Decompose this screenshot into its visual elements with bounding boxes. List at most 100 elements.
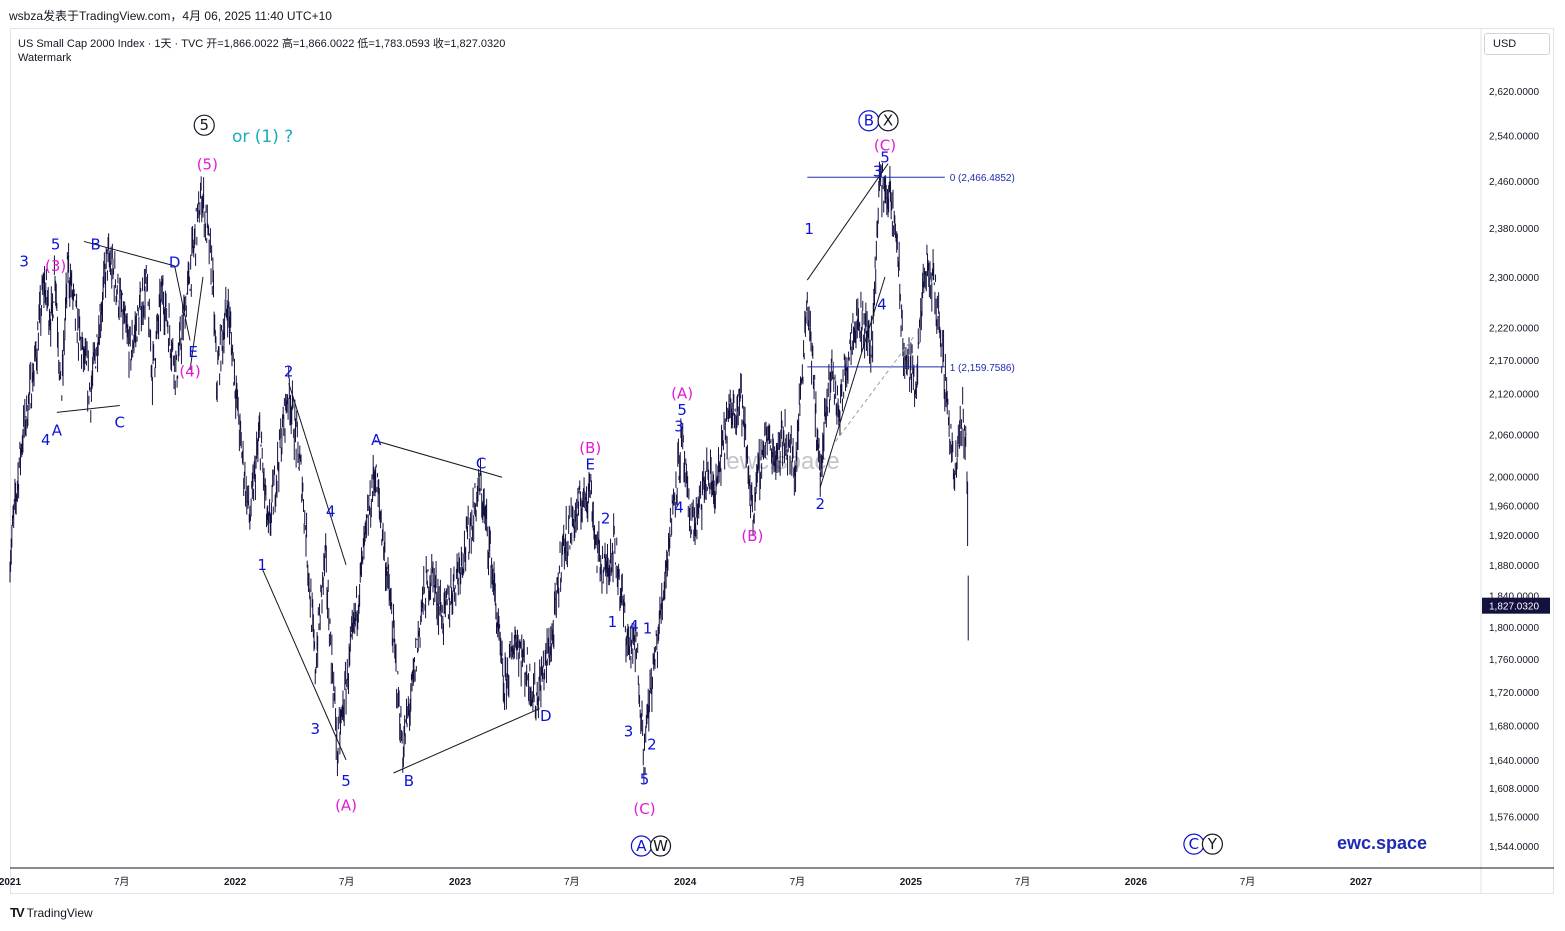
wave-label: 2 — [284, 363, 294, 381]
x-tick-label: 2027 — [1350, 877, 1373, 888]
tradingview-footer[interactable]: TV TradingView — [10, 905, 93, 920]
alt-count-label: or (1) ? — [232, 127, 293, 147]
tradingview-logo-icon: TV — [10, 905, 25, 920]
wave-label: E — [188, 343, 197, 361]
wave-label: 4 — [326, 502, 336, 520]
y-tick-label: 2,170.0000 — [1489, 356, 1539, 367]
wave-label: A — [52, 422, 63, 440]
wave-label: 1 — [257, 556, 267, 574]
wave-label: 3 — [310, 720, 320, 738]
y-tick-label: 1,920.0000 — [1489, 531, 1539, 542]
watermark-corner: ewc.space — [1337, 833, 1427, 853]
watermark-legend-label: Watermark — [18, 52, 72, 64]
wave-label: D — [540, 707, 552, 725]
wave-label: (C) — [633, 800, 655, 818]
y-tick-label: 1,800.0000 — [1489, 623, 1539, 634]
wave-label: 2 — [815, 495, 825, 513]
trend-line — [189, 276, 204, 371]
header-bar: wsbza发表于TradingView.com，4月 06, 2025 11:4… — [0, 0, 1565, 28]
wave-label: (4) — [179, 363, 200, 381]
x-tick-label: 7月 — [1240, 876, 1256, 888]
circled-wave-marker — [649, 835, 672, 857]
y-tick-label: 1,880.0000 — [1489, 561, 1539, 572]
wave-label: 3 — [624, 723, 634, 741]
x-tick-label: 7月 — [564, 876, 580, 888]
x-tick-label: 2024 — [674, 877, 697, 888]
y-tick-label: 2,120.0000 — [1489, 389, 1539, 400]
currency-button[interactable]: USD — [1484, 33, 1550, 55]
y-tick-label: 2,220.0000 — [1489, 324, 1539, 335]
wave-label: B — [404, 772, 414, 790]
y-tick-label: 1,680.0000 — [1489, 721, 1539, 732]
wave-label: 1 — [804, 220, 814, 238]
circled-wave-marker — [1201, 833, 1223, 855]
wave-label: 4 — [41, 431, 51, 449]
wave-label: (A) — [671, 385, 693, 403]
circled-wave-marker — [193, 114, 215, 136]
trend-line — [56, 405, 120, 413]
y-tick-label: 2,060.0000 — [1489, 430, 1539, 441]
wave-label: 5 — [677, 401, 687, 419]
x-tick-label: 2025 — [900, 877, 923, 888]
circled-wave-marker — [877, 110, 899, 132]
wave-label: (B) — [741, 527, 763, 545]
y-tick-label: 2,620.0000 — [1489, 87, 1539, 98]
circled-wave-label: Y — [1207, 835, 1218, 853]
dashed-trend-line — [835, 336, 914, 442]
circled-wave-label: X — [883, 112, 893, 130]
wave-label: 2 — [601, 510, 611, 528]
wave-label: 2 — [647, 735, 657, 753]
trend-line — [374, 440, 503, 478]
tradingview-brand: TradingView — [26, 905, 93, 920]
wave-label: 3 — [674, 418, 684, 436]
y-tick-label: 2,540.0000 — [1489, 131, 1539, 142]
publish-info: wsbza发表于TradingView.com，4月 06, 2025 11:4… — [9, 9, 332, 23]
wave-label: (A) — [335, 796, 357, 814]
circled-wave-label: B — [864, 112, 874, 130]
wave-label: C — [476, 455, 486, 473]
y-tick-label: 1,576.0000 — [1489, 813, 1539, 824]
wave-label: 1 — [608, 613, 618, 631]
wave-label: 4 — [629, 617, 639, 635]
y-tick-label: 1,840.0000 — [1489, 592, 1539, 603]
x-tick-label: 7月 — [114, 876, 130, 888]
trend-line — [288, 383, 347, 566]
y-tick-label: 1,760.0000 — [1489, 655, 1539, 666]
trend-line — [806, 163, 889, 281]
wave-label: 4 — [877, 296, 887, 314]
trend-line — [174, 265, 191, 341]
y-tick-label: 1,544.0000 — [1489, 842, 1539, 853]
x-tick-label: 2021 — [0, 877, 22, 888]
trend-line — [83, 240, 175, 267]
circled-wave-label: 5 — [199, 116, 209, 134]
wave-label: 5 — [880, 149, 890, 167]
chart-frame[interactable] — [10, 28, 1554, 894]
circled-wave-label: W — [653, 837, 668, 855]
x-tick-label: 7月 — [339, 876, 355, 888]
wave-label: 3 — [873, 162, 883, 180]
circled-wave-label: C — [1189, 835, 1199, 853]
y-tick-label: 1,720.0000 — [1489, 688, 1539, 699]
wave-label: 5 — [51, 235, 61, 253]
last-price-badge — [1482, 597, 1550, 614]
fib-level-label: 1 (2,159.7586) — [950, 363, 1015, 374]
symbol-legend: US Small Cap 2000 Index · 1天 · TVC 开=1,8… — [18, 38, 506, 50]
last-price-label: 1,827.0320 — [1489, 602, 1539, 613]
wave-label: 3 — [19, 252, 29, 270]
wave-label: D — [169, 254, 181, 272]
y-tick-label: 2,380.0000 — [1489, 224, 1539, 235]
wave-label: 5 — [640, 770, 650, 788]
wave-label: E — [585, 455, 594, 473]
circled-wave-label: A — [636, 837, 647, 855]
wave-label: C — [115, 413, 125, 431]
fib-level-label: 0 (2,466.4852) — [950, 173, 1015, 184]
x-tick-label: 2023 — [449, 877, 472, 888]
trend-line — [393, 708, 540, 774]
wave-label: 4 — [674, 499, 684, 517]
y-tick-label: 2,000.0000 — [1489, 473, 1539, 484]
wave-label: (5) — [197, 155, 218, 173]
y-tick-label: 2,460.0000 — [1489, 177, 1539, 188]
trend-line — [819, 276, 886, 488]
wave-label: (B) — [579, 439, 601, 457]
